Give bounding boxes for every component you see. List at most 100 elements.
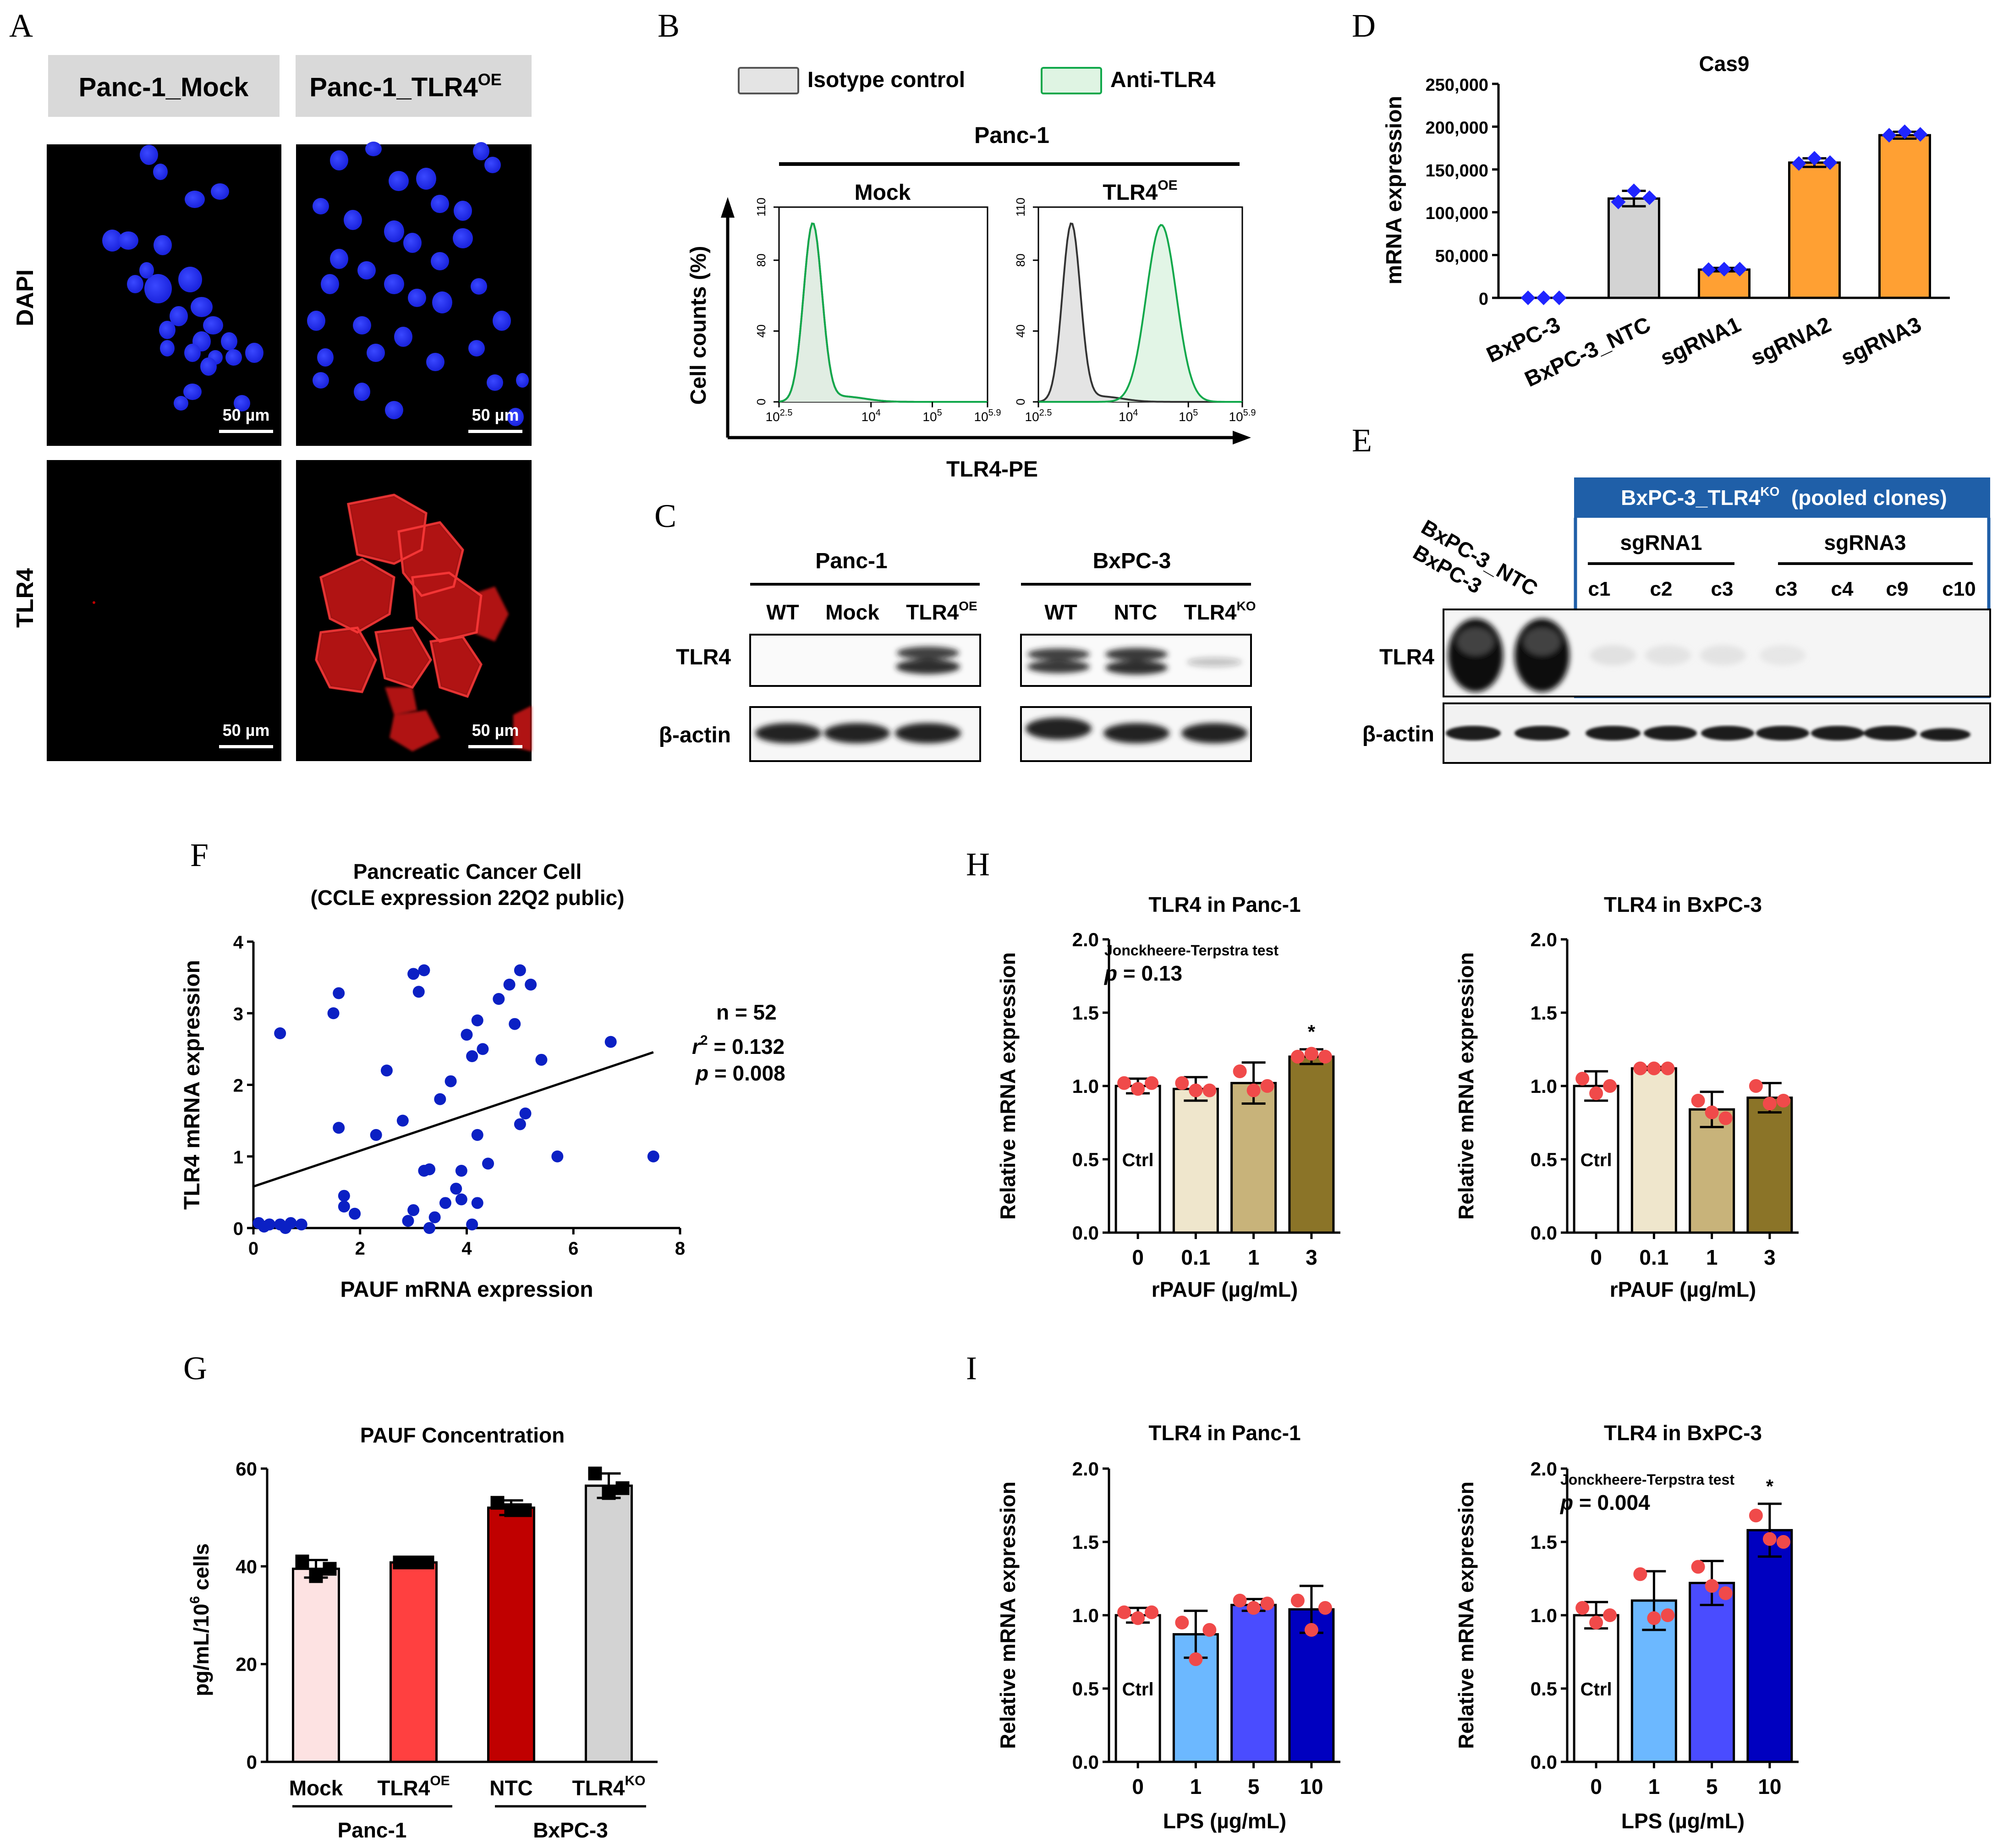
ytick-label: 100,000 xyxy=(1426,204,1488,223)
ytick-label: 60 xyxy=(236,1458,257,1480)
data-point xyxy=(471,1014,483,1026)
data-point xyxy=(504,1503,518,1517)
lane-base: WT xyxy=(1044,600,1077,624)
scale-label-3: 50 µm xyxy=(223,721,270,740)
clone-label: c10 xyxy=(1942,578,1976,600)
xtick-label: 104 xyxy=(862,408,881,424)
chart-title: PAUF Concentration xyxy=(360,1423,565,1447)
bar xyxy=(390,1561,438,1763)
lane-base: TLR4 xyxy=(1184,600,1237,624)
x-category-label: 0 xyxy=(1590,1775,1602,1799)
data-point xyxy=(412,986,425,998)
ytick-label: 1.5 xyxy=(1531,1002,1557,1024)
data-point xyxy=(1626,183,1641,198)
panel-c-group2: BxPC-3 xyxy=(1093,549,1171,573)
panel-a-row2-label: TLR4 xyxy=(12,568,38,628)
data-point xyxy=(1691,1560,1705,1574)
data-point xyxy=(493,993,505,1005)
bar xyxy=(1746,1529,1793,1763)
ytick-label: 0.5 xyxy=(1072,1678,1099,1700)
xtick-base: 10 xyxy=(862,410,876,424)
ytick-label: 40 xyxy=(1014,324,1027,338)
xtick-label: 0 xyxy=(248,1239,258,1259)
data-point xyxy=(1520,291,1536,305)
panel-i-jt-label: Jonckheere-Terpstra test xyxy=(1560,1471,1734,1488)
x-category-label: 10 xyxy=(1758,1775,1781,1799)
x-category-label: 0 xyxy=(1132,1775,1144,1799)
histogram-mock xyxy=(779,222,988,403)
scale-label-1: 50 µm xyxy=(223,406,270,424)
data-point xyxy=(1117,1605,1131,1619)
ytick-label: 0 xyxy=(1014,399,1027,405)
data-point xyxy=(1575,1072,1590,1086)
panel-e-header: BxPC-3_TLR4KO (pooled clones) xyxy=(1621,484,1947,510)
panel-h-p: p = 0.13 xyxy=(1103,961,1182,985)
ytick-label: 2.0 xyxy=(1072,929,1099,950)
bar xyxy=(1573,1614,1619,1763)
lane-label: Mock xyxy=(825,600,879,624)
ytick-label: 2.0 xyxy=(1531,1458,1557,1480)
data-point xyxy=(445,1075,457,1087)
panel-f-p: p = 0.008 xyxy=(695,1061,785,1085)
ytick-label: 0 xyxy=(754,399,768,405)
panel-a-row1-label: DAPI xyxy=(12,269,38,326)
ytick-label: 80 xyxy=(754,253,768,267)
data-point xyxy=(1145,1605,1159,1619)
ctrl-label: Ctrl xyxy=(1122,1150,1154,1170)
ytick-label: 0 xyxy=(247,1751,257,1773)
x-category-label: 1 xyxy=(1648,1775,1660,1799)
legend-anti: Anti-TLR4 xyxy=(1110,68,1216,92)
ytick-label: 0.0 xyxy=(1531,1222,1557,1244)
ytick-label: 1 xyxy=(233,1147,243,1168)
data-point xyxy=(518,1503,532,1517)
anti-fill xyxy=(779,223,988,402)
data-point xyxy=(471,1129,483,1141)
data-point xyxy=(1717,262,1732,277)
data-point xyxy=(406,1555,421,1569)
data-point xyxy=(1131,1082,1145,1096)
data-point xyxy=(338,1190,350,1202)
data-point xyxy=(1589,1086,1603,1100)
panel-label-b: B xyxy=(658,7,680,44)
data-point xyxy=(349,1207,361,1220)
x-category-label: 0.1 xyxy=(1181,1245,1210,1269)
xtick-label: 2 xyxy=(355,1239,365,1259)
x-category-label: 0.1 xyxy=(1639,1245,1668,1269)
y-axis-label: mRNA expression xyxy=(1382,96,1406,285)
xtick-base: 10 xyxy=(1025,410,1039,424)
panel-e-sg1: sgRNA1 xyxy=(1620,531,1702,554)
x-category-label: 10 xyxy=(1300,1775,1323,1799)
panel-c-row2: β-actin xyxy=(659,723,731,747)
bar xyxy=(1573,1085,1619,1234)
panel-b: Isotype control Anti-TLR4 Panc-1 Mock TL… xyxy=(686,67,1256,482)
ytick-label: 40 xyxy=(754,324,768,338)
panel-f-title1: Pancreatic Cancer Cell xyxy=(353,860,582,883)
ytick-label: 0 xyxy=(233,1219,243,1239)
ctrl-label: Ctrl xyxy=(1580,1679,1612,1700)
xtick-label: 105 xyxy=(1179,408,1198,424)
data-point xyxy=(1189,1652,1203,1666)
data-point xyxy=(466,1218,478,1231)
bar xyxy=(1114,1085,1161,1234)
panel-c-group1: Panc-1 xyxy=(815,549,887,573)
data-point xyxy=(338,1201,350,1213)
bar xyxy=(1689,1582,1735,1763)
panel-e-row2: β-actin xyxy=(1362,722,1434,746)
ytick-label: 150,000 xyxy=(1426,161,1488,181)
ytick-label: 1.5 xyxy=(1531,1531,1557,1553)
x-axis-label: rPAUF (µg/mL) xyxy=(1152,1278,1298,1301)
cat-base: TLR4 xyxy=(377,1776,430,1800)
panel-b-mock: Mock xyxy=(855,181,911,205)
data-point xyxy=(1691,1094,1705,1108)
data-point xyxy=(380,1064,393,1077)
data-point xyxy=(1603,1608,1617,1622)
x-category-label: TLR4KO xyxy=(572,1773,646,1800)
panel-a-col2-label: Panc-1_TLR4OE xyxy=(309,70,501,102)
data-point xyxy=(1202,1083,1217,1097)
clone-label: c4 xyxy=(1831,578,1854,600)
panel-a: Panc-1_Mock Panc-1_TLR4OE DAPI TLR4 xyxy=(12,55,532,761)
data-point xyxy=(1633,1567,1647,1581)
ytick-label: 80 xyxy=(1014,253,1027,267)
